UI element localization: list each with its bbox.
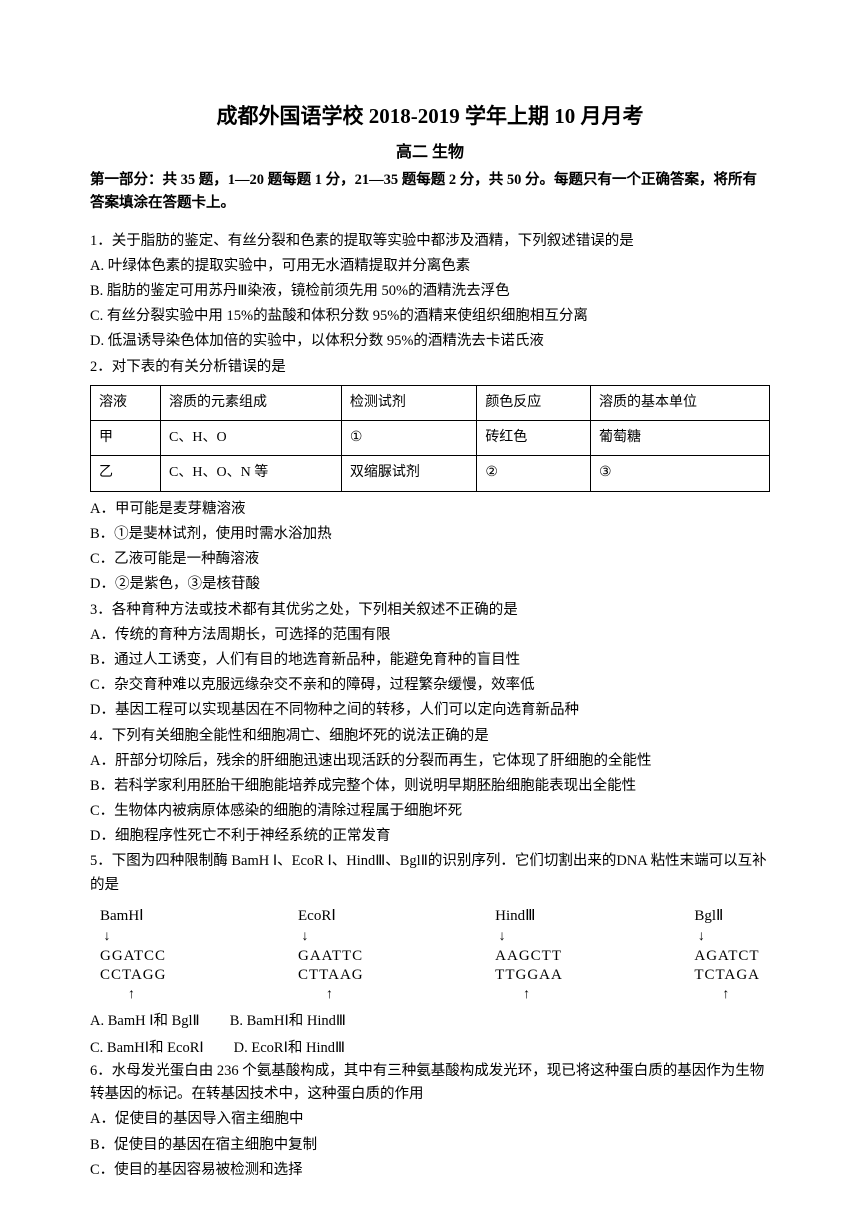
enzyme-hind3: HindⅢ ↓ AAGCTT TTGGAA ↑ [495,907,563,1004]
q4-option-d: D．细胞程序性死亡不利于神经系统的正常发育 [90,825,770,848]
q5-options-row1: A. BamH Ⅰ和 BglⅡ B. BamHⅠ和 HindⅢ [90,1010,770,1033]
table-cell: 溶质的基本单位 [590,385,769,420]
q2-option-a: A．甲可能是麦芽糖溶液 [90,498,770,521]
table-cell: C、H、O [161,421,342,456]
arrow-down-icon: ↓ [694,928,760,946]
q3-stem: 3．各种育种方法或技术都有其优劣之处，下列相关叙述不正确的是 [90,599,770,622]
q4-stem: 4．下列有关细胞全能性和细胞凋亡、细胞坏死的说法正确的是 [90,725,770,748]
table-cell: 颜色反应 [477,385,591,420]
enzyme-name: EcoRⅠ [298,907,364,927]
sequence-top: GAATTC [298,947,364,967]
q1-stem: 1．关于脂肪的鉴定、有丝分裂和色素的提取等实验中都涉及酒精，下列叙述错误的是 [90,230,770,253]
q6-option-c: C．使目的基因容易被检测和选择 [90,1159,770,1182]
q2-stem: 2．对下表的有关分析错误的是 [90,356,770,379]
enzyme-name: HindⅢ [495,907,563,927]
enzyme-bamh1: BamHⅠ ↓ GGATCC CCTAGG ↑ [100,907,166,1004]
sequence-bot: TTGGAA [495,966,563,986]
arrow-down-icon: ↓ [298,928,364,946]
page-title: 成都外国语学校 2018-2019 学年上期 10 月月考 [90,100,770,134]
table-cell: 砖红色 [477,421,591,456]
arrow-down-icon: ↓ [100,928,166,946]
arrow-up-icon: ↑ [694,986,760,1004]
table-cell: 溶液 [91,385,161,420]
q4-option-c: C．生物体内被病原体感染的细胞的清除过程属于细胞坏死 [90,800,770,823]
q2-table: 溶液 溶质的元素组成 检测试剂 颜色反应 溶质的基本单位 甲 C、H、O ① 砖… [90,385,770,492]
sequence-bot: TCTAGA [694,966,760,986]
sequence-top: AGATCT [694,947,760,967]
table-cell: ③ [590,456,769,491]
q2-option-b: B．①是斐林试剂，使用时需水浴加热 [90,523,770,546]
q5-stem: 5．下图为四种限制酶 BamH Ⅰ、EcoR Ⅰ、HindⅢ、BglⅡ的识别序列… [90,850,770,896]
q3-option-a: A．传统的育种方法周期长，可选择的范围有限 [90,624,770,647]
q5-option-b: B. BamHⅠ和 HindⅢ [230,1010,346,1033]
arrow-up-icon: ↑ [298,986,364,1004]
table-cell: 检测试剂 [341,385,476,420]
table-cell: 溶质的元素组成 [161,385,342,420]
table-row: 溶液 溶质的元素组成 检测试剂 颜色反应 溶质的基本单位 [91,385,770,420]
q3-option-d: D．基因工程可以实现基因在不同物种之间的转移，人们可以定向选育新品种 [90,699,770,722]
q4-option-b: B．若科学家利用胚胎干细胞能培养成完整个体，则说明早期胚胎细胞能表现出全能性 [90,775,770,798]
q1-option-c: C. 有丝分裂实验中用 15%的盐酸和体积分数 95%的酒精来使组织细胞相互分离 [90,305,770,328]
sequence-top: AAGCTT [495,947,563,967]
instructions: 第一部分：共 35 题，1—20 题每题 1 分，21—35 题每题 2 分，共… [90,169,770,215]
table-cell: ② [477,456,591,491]
table-cell: 乙 [91,456,161,491]
q5-option-a: A. BamH Ⅰ和 BglⅡ [90,1010,200,1033]
enzyme-bgl2: BglⅡ ↓ AGATCT TCTAGA ↑ [694,907,760,1004]
table-cell: 葡萄糖 [590,421,769,456]
q6-option-b: B．促使目的基因在宿主细胞中复制 [90,1134,770,1157]
q5-option-c: C. BamHⅠ和 EcoRⅠ [90,1037,204,1060]
table-cell: 双缩脲试剂 [341,456,476,491]
enzyme-name: BamHⅠ [100,907,166,927]
sequence-bot: CTTAAG [298,966,364,986]
q6-stem: 6．水母发光蛋白由 236 个氨基酸构成，其中有三种氨基酸构成发光环，现已将这种… [90,1060,770,1106]
q2-option-c: C．乙液可能是一种酶溶液 [90,548,770,571]
q3-option-c: C．杂交育种难以克服远缘杂交不亲和的障碍，过程繁杂缓慢，效率低 [90,674,770,697]
enzyme-name: BglⅡ [694,907,760,927]
table-cell: C、H、O、N 等 [161,456,342,491]
enzyme-ecor1: EcoRⅠ ↓ GAATTC CTTAAG ↑ [298,907,364,1004]
q5-options-row2: C. BamHⅠ和 EcoRⅠ D. EcoRⅠ和 HindⅢ [90,1037,770,1060]
arrow-up-icon: ↑ [495,986,563,1004]
q1-option-a: A. 叶绿体色素的提取实验中，可用无水酒精提取并分离色素 [90,255,770,278]
arrow-up-icon: ↑ [100,986,166,1004]
q2-option-d: D．②是紫色，③是核苷酸 [90,573,770,596]
q5-option-d: D. EcoRⅠ和 HindⅢ [234,1037,345,1060]
q4-option-a: A．肝部分切除后，残余的肝细胞迅速出现活跃的分裂而再生，它体现了肝细胞的全能性 [90,750,770,773]
enzyme-diagram: BamHⅠ ↓ GGATCC CCTAGG ↑ EcoRⅠ ↓ GAATTC C… [90,907,770,1004]
q1-option-b: B. 脂肪的鉴定可用苏丹Ⅲ染液，镜检前须先用 50%的酒精洗去浮色 [90,280,770,303]
table-row: 乙 C、H、O、N 等 双缩脲试剂 ② ③ [91,456,770,491]
sequence-top: GGATCC [100,947,166,967]
q3-option-b: B．通过人工诱变，人们有目的地选育新品种，能避免育种的盲目性 [90,649,770,672]
arrow-down-icon: ↓ [495,928,563,946]
sequence-bot: CCTAGG [100,966,166,986]
table-cell: 甲 [91,421,161,456]
q6-option-a: A．促使目的基因导入宿主细胞中 [90,1108,770,1131]
q1-option-d: D. 低温诱导染色体加倍的实验中，以体积分数 95%的酒精洗去卡诺氏液 [90,330,770,353]
page-subtitle: 高二 生物 [90,140,770,166]
table-row: 甲 C、H、O ① 砖红色 葡萄糖 [91,421,770,456]
table-cell: ① [341,421,476,456]
